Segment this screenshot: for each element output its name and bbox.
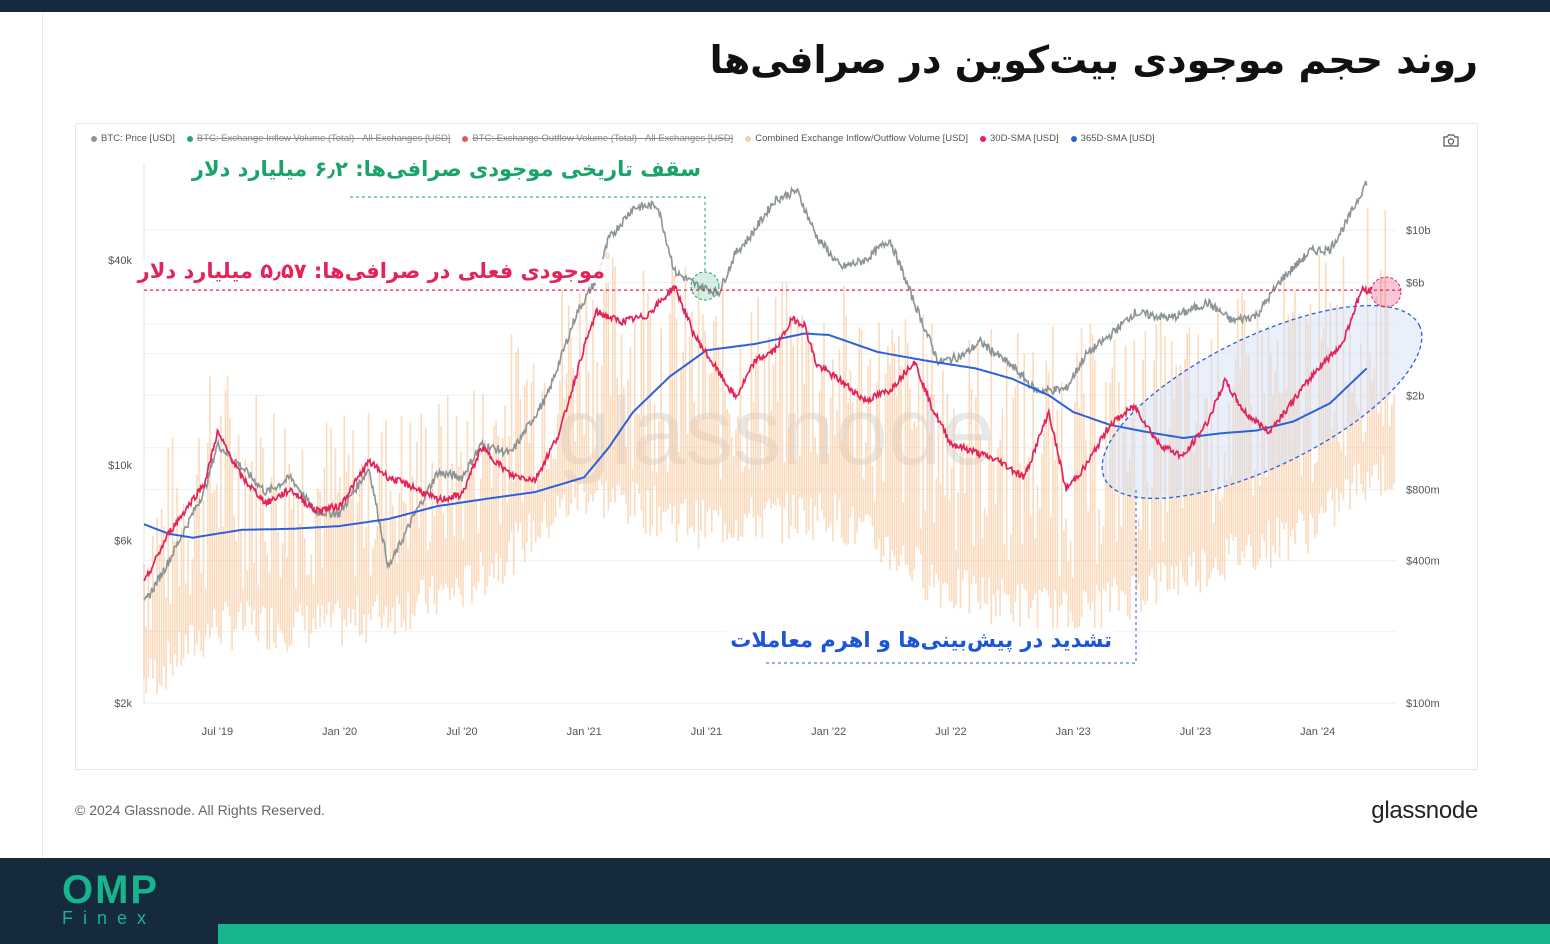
legend-dot — [980, 135, 987, 142]
legend-label: 30D-SMA [USD] — [990, 133, 1059, 144]
chart-legend: BTC: Price [USD] BTC: Exchange Inflow Vo… — [91, 133, 1155, 144]
annotation-leverage: تشدید در پیش‌بینی‌ها و اهرم معاملات — [726, 628, 1116, 652]
x-tick-label: Jul '19 — [202, 726, 233, 738]
chart-card: Jul '19 Jan '20 Jul '20 Jan '21 Jul '21 Jan '… — [75, 123, 1478, 770]
y-right-tick-label: $2b — [1406, 390, 1424, 402]
historic-high-leader — [350, 196, 706, 272]
legend-item-combined[interactable]: Combined Exchange Inflow/Outflow Volume … — [745, 133, 968, 144]
legend-item-30d-sma[interactable]: 30D-SMA [USD] — [980, 133, 1059, 144]
footer-accent-bar — [218, 924, 1550, 944]
x-tick-label: Jul '23 — [1180, 726, 1211, 738]
leverage-leader — [764, 490, 1137, 664]
brand-sub: Finex — [62, 908, 157, 928]
y-right-tick-label: $400m — [1406, 556, 1440, 568]
y-right-tick-label: $10b — [1406, 225, 1430, 237]
glassnode-logo: glassnode — [1371, 797, 1478, 824]
annotation-historic-high: سقف تاریخی موجودی صرافی‌ها: ۶٫۲ میلیارد … — [187, 157, 705, 181]
legend-dot — [91, 135, 97, 142]
x-tick-label: Jul '20 — [446, 726, 477, 738]
legend-item-price[interactable]: BTC: Price [USD] — [91, 133, 175, 144]
legend-item-outflow[interactable]: BTC: Exchange Outflow Volume (Total) - A… — [462, 133, 733, 144]
camera-icon[interactable] — [1443, 134, 1459, 147]
legend-item-inflow[interactable]: BTC: Exchange Inflow Volume (Total) - Al… — [186, 133, 451, 144]
copyright-text: © 2024 Glassnode. All Rights Reserved. — [75, 802, 326, 818]
current-balance-marker — [1370, 276, 1402, 308]
legend-label: BTC: Price [USD] — [101, 133, 175, 144]
brand-main: OMP — [62, 868, 160, 912]
x-tick-label: Jan '22 — [811, 726, 846, 738]
x-tick-label: Jul '22 — [935, 726, 966, 738]
left-rule — [42, 12, 43, 858]
legend-dot — [745, 135, 752, 142]
x-tick-label: Jan '24 — [1300, 726, 1335, 738]
legend-label: 365D-SMA [USD] — [1080, 133, 1155, 144]
series-30d-sma-line — [143, 284, 1373, 582]
legend-dot — [1070, 135, 1077, 142]
omp-finex-logo: OMP Finex — [62, 870, 159, 928]
top-bar — [0, 0, 1550, 12]
legend-label: Combined Exchange Inflow/Outflow Volume … — [755, 133, 969, 144]
y-right-tick-label: $6b — [1406, 277, 1424, 289]
y-left-tick-label: $2k — [114, 698, 132, 710]
y-left-tick-label: $6k — [114, 536, 132, 548]
historic-high-marker — [690, 271, 720, 301]
x-tick-label: Jan '20 — [322, 726, 357, 738]
x-tick-label: Jan '21 — [567, 726, 602, 738]
highlight-ellipse — [1101, 304, 1423, 500]
legend-label: BTC: Exchange Inflow Volume (Total) - Al… — [196, 133, 451, 144]
series-price-line — [143, 180, 1368, 601]
legend-item-365d-sma[interactable]: 365D-SMA [USD] — [1070, 133, 1155, 144]
legend-dot — [186, 135, 193, 142]
legend-label: BTC: Exchange Outflow Volume (Total) - A… — [472, 133, 734, 144]
annotation-current-balance: موجودی فعلی در صرافی‌ها: ۵٫۵۷ میلیارد دل… — [133, 259, 609, 283]
chart-svg: Jul '19 Jan '20 Jul '20 Jan '21 Jul '21 Jan '… — [108, 164, 1440, 738]
y-right-tick-label: $100m — [1406, 698, 1440, 710]
y-left-tick-label: $40k — [108, 255, 132, 267]
x-tick-label: Jan '23 — [1056, 726, 1091, 738]
page-title: روند حجم موجودی بیت‌کوین در صرافی‌ها — [709, 38, 1478, 82]
series-365d-sma-line — [143, 332, 1368, 539]
y-left-tick-label: $10k — [108, 460, 132, 472]
y-right-tick-label: $800m — [1406, 484, 1440, 496]
x-tick-label: Jul '21 — [691, 726, 722, 738]
legend-dot — [462, 135, 469, 142]
